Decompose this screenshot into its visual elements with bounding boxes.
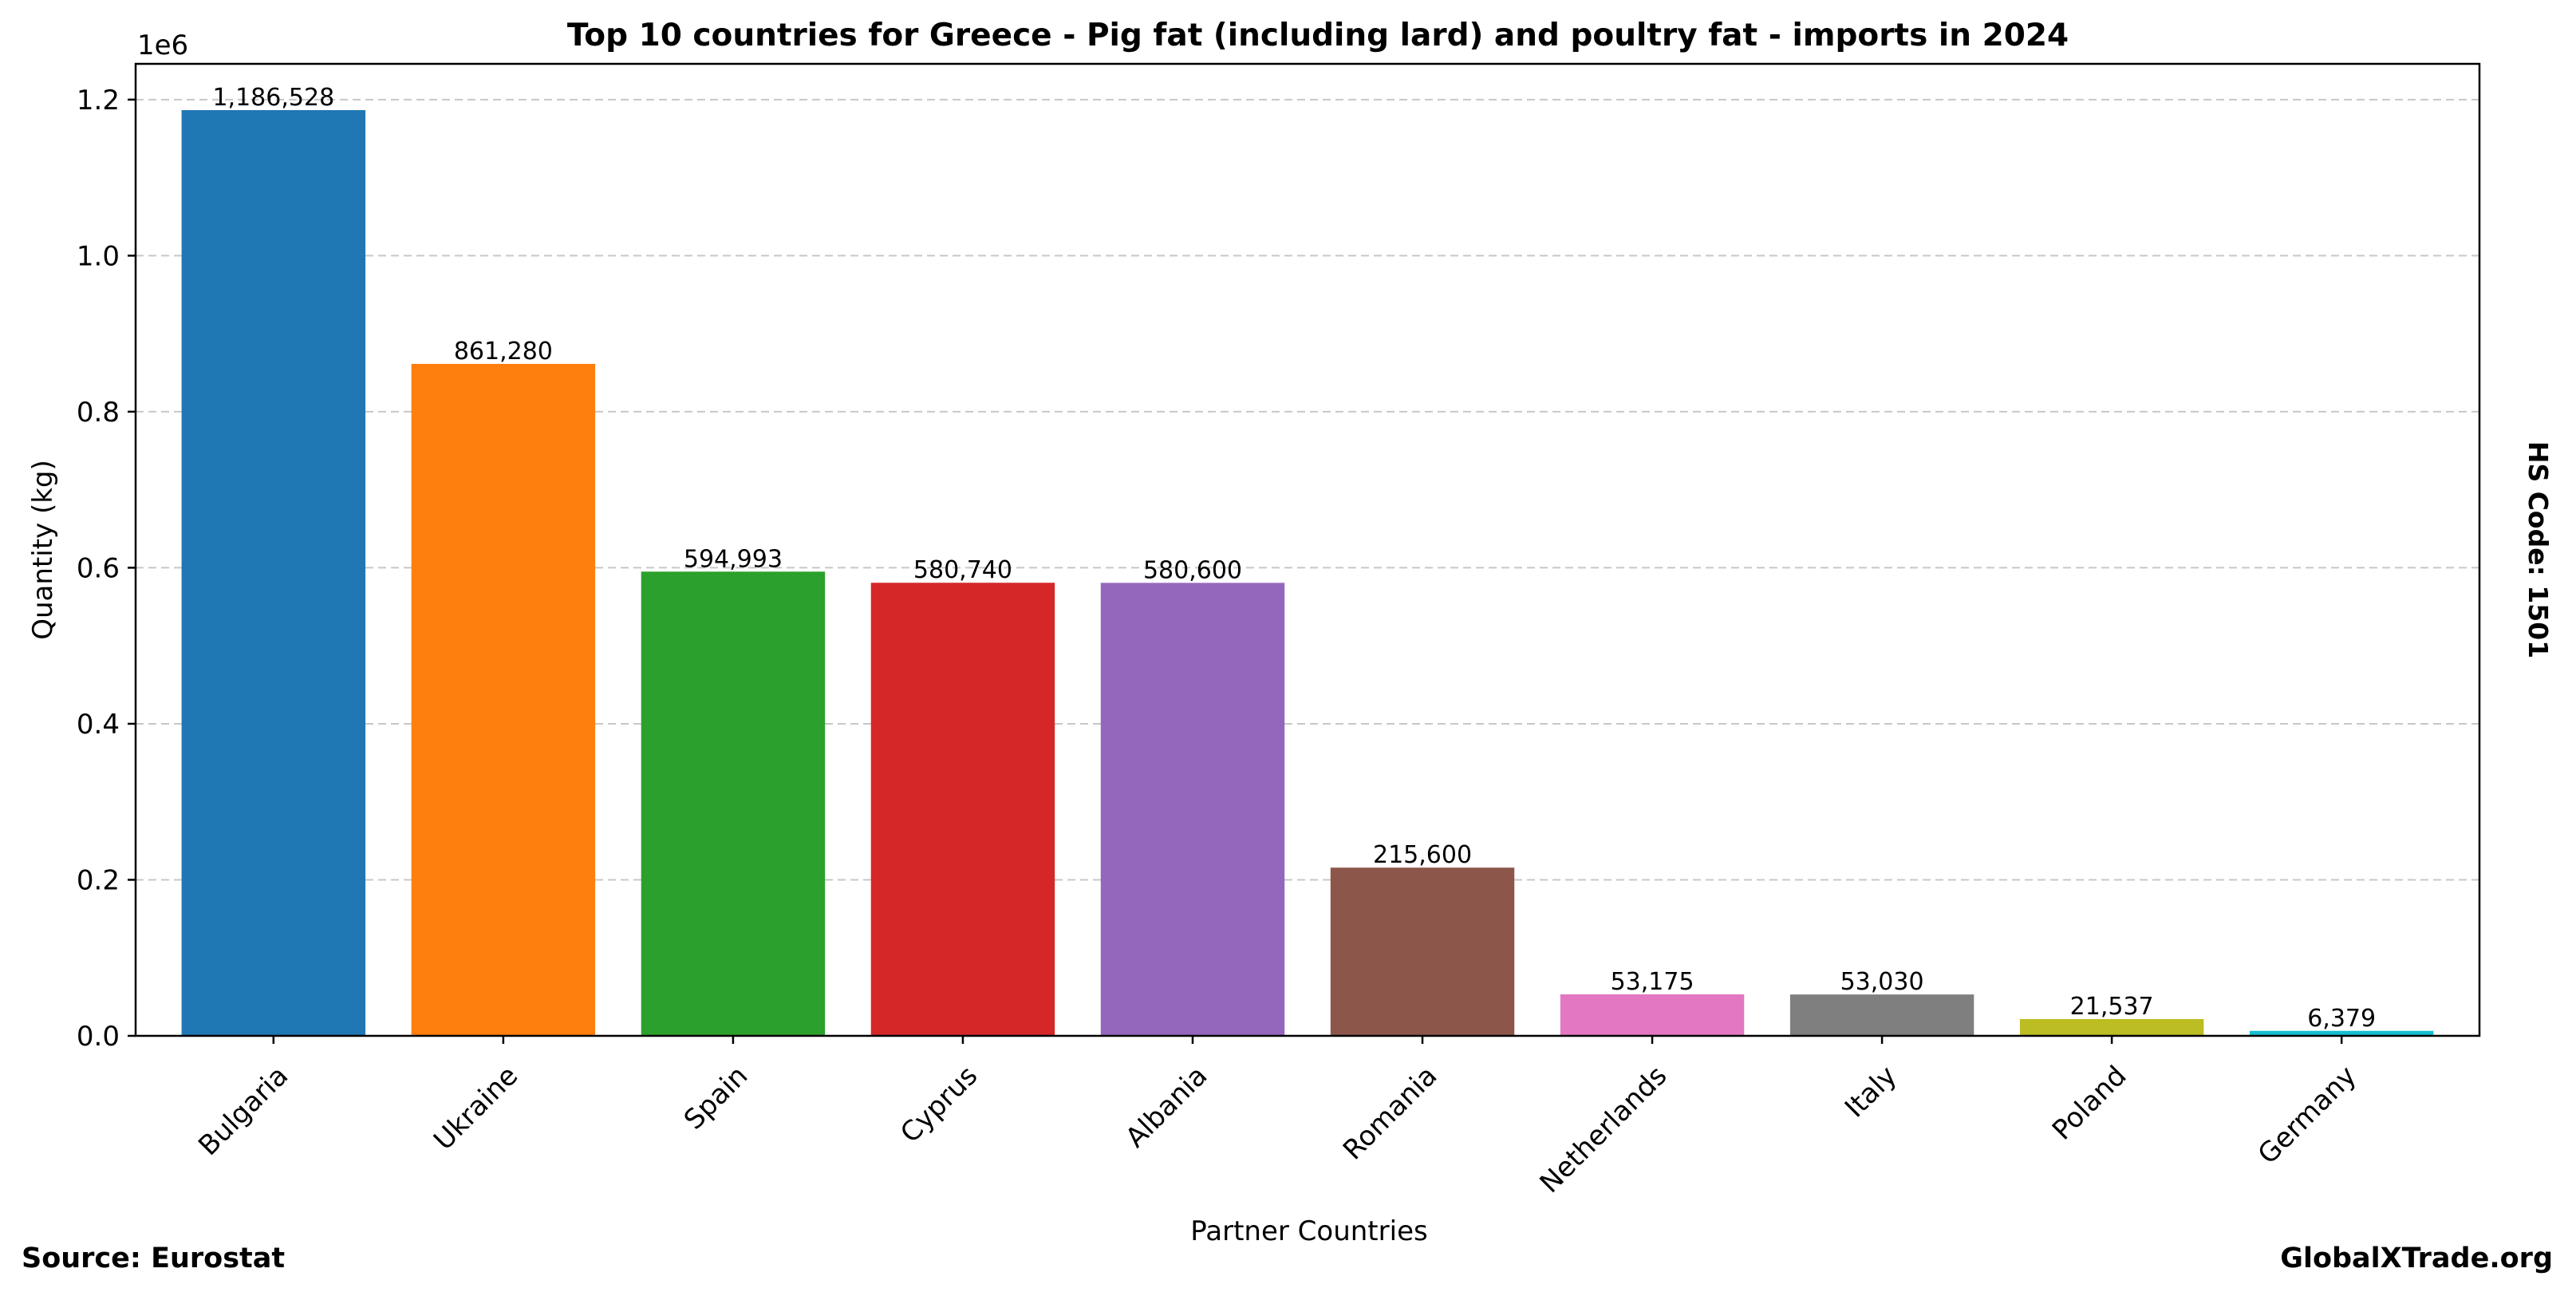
chart-title: Top 10 countries for Greece - Pig fat (i…	[567, 18, 2069, 53]
bar-value-label: 215,600	[1373, 841, 1472, 869]
bar-cyprus	[870, 583, 1055, 1036]
x-tick-label: Romania	[1337, 1060, 1443, 1166]
y-tick-label: 1.0	[77, 240, 120, 272]
y-tick-label: 0.4	[77, 709, 120, 741]
y-tick-label: 0.0	[77, 1021, 120, 1053]
bar-netherlands	[1560, 994, 1745, 1036]
x-tick-label: Bulgaria	[192, 1060, 294, 1162]
x-tick-label: Netherlands	[1534, 1060, 1674, 1199]
bar-value-label: 861,280	[454, 338, 553, 365]
y-tick-label: 0.6	[77, 552, 120, 584]
x-axis-label: Partner Countries	[1190, 1215, 1427, 1247]
bar-romania	[1330, 867, 1515, 1036]
y-axis-label: Quantity (kg)	[27, 460, 59, 640]
source-label: Source: Eurostat	[22, 1243, 285, 1274]
bar-value-label: 21,537	[2070, 993, 2154, 1021]
y-tick-label: 0.8	[77, 397, 120, 429]
bar-ukraine	[411, 363, 596, 1036]
bar-poland	[2019, 1018, 2204, 1036]
bars	[181, 109, 2434, 1036]
bar-italy	[1789, 994, 1974, 1036]
x-tick-label: Germany	[2252, 1060, 2363, 1171]
x-tick-label: Spain	[678, 1060, 754, 1136]
bar-value-label: 580,740	[913, 556, 1012, 584]
y-tick-label: 0.2	[77, 864, 120, 896]
y-axis-offset-label: 1e6	[137, 30, 188, 61]
x-tick-label: Cyprus	[894, 1060, 984, 1149]
brand-label: GlobalXTrade.org	[2280, 1243, 2553, 1274]
bar-value-label: 1,186,528	[212, 84, 334, 112]
y-axis-ticks: 0.0 0.2 0.4 0.6 0.8 1.0 1.2	[77, 85, 136, 1053]
bar-bulgaria	[181, 109, 366, 1036]
bar-value-label: 53,030	[1840, 968, 1924, 996]
x-tick-label: Albania	[1119, 1060, 1213, 1154]
x-tick-label: Poland	[2046, 1060, 2133, 1147]
bar-value-labels: 1,186,528 861,280 594,993 580,740 580,600 215…	[212, 84, 2376, 1033]
x-tick-label: Italy	[1839, 1060, 1903, 1124]
bar-spain	[641, 571, 826, 1036]
x-tick-label: Ukraine	[428, 1060, 524, 1156]
bar-albania	[1100, 583, 1285, 1036]
bar-germany	[2249, 1030, 2434, 1036]
bar-value-label: 580,600	[1143, 556, 1242, 584]
x-axis-ticks: Bulgaria Ukraine Spain Cyprus Albania Romania…	[192, 1036, 2363, 1199]
bar-value-label: 594,993	[684, 545, 783, 573]
bar-value-label: 53,175	[1611, 968, 1694, 996]
bar-value-label: 6,379	[2307, 1005, 2376, 1033]
hs-code-label: HS Code: 1501	[2523, 441, 2554, 658]
y-tick-label: 1.2	[77, 85, 120, 117]
plot-frame	[134, 62, 2481, 1037]
